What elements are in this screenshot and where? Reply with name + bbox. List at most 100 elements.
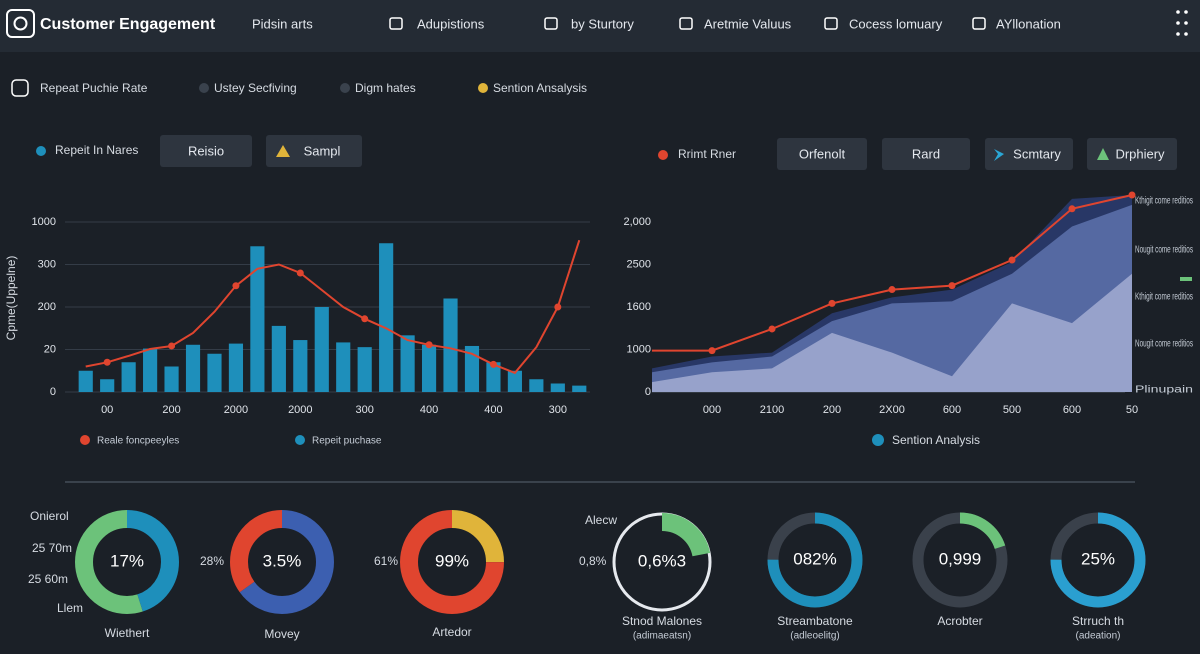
donut-segment	[400, 510, 504, 614]
y-tick-label: 20	[44, 343, 56, 355]
bar	[207, 353, 222, 392]
nav-item[interactable]: Aretmie Valuus	[704, 16, 792, 31]
button[interactable]	[160, 135, 252, 167]
donut-center: 0,999	[939, 549, 982, 568]
nav-item[interactable]: Adupistions	[417, 16, 485, 31]
line-point	[888, 286, 896, 294]
button-label[interactable]: Scmtary	[1013, 146, 1061, 161]
legend-dot	[80, 435, 90, 445]
indicator	[1180, 277, 1192, 281]
legend-dot	[36, 146, 46, 156]
x-tick-label: 600	[943, 404, 961, 416]
filter-label[interactable]: Digm hates	[355, 81, 416, 95]
bar	[143, 348, 158, 392]
y-tick-label: 2,000	[623, 216, 651, 228]
filter-checkbox[interactable]	[11, 79, 29, 97]
donut-segment	[767, 512, 863, 608]
bar	[464, 345, 480, 392]
logo-circle	[13, 16, 28, 31]
x-tick-label: 00	[101, 404, 113, 416]
button-label[interactable]: Sampl	[304, 143, 341, 158]
donut-segment	[230, 510, 334, 614]
donut-segment	[912, 512, 1008, 608]
nav-item[interactable]: Cocess lomuary	[849, 16, 943, 31]
line-point	[489, 360, 497, 368]
nav-item[interactable]: by Sturtory	[571, 16, 634, 31]
bar	[250, 246, 265, 392]
donut-side-label: Onierol	[30, 509, 69, 523]
line-series	[85, 239, 581, 375]
kebab-menu[interactable]	[1176, 10, 1188, 36]
x-tick-label: 2000	[288, 404, 312, 416]
nav-icon	[972, 17, 986, 30]
bar	[78, 370, 93, 392]
button-label[interactable]: Rard	[912, 146, 940, 161]
donut-subtitle: (adleoelitg)	[790, 631, 839, 642]
legend-dot	[872, 434, 884, 446]
x-tick-label: 400	[484, 404, 502, 416]
donut-side-label: Llem	[57, 601, 83, 615]
donut-segment	[1050, 512, 1146, 608]
y-tick-label: 0	[645, 386, 651, 398]
bar	[100, 379, 115, 392]
donut-side-label: Alecw	[585, 513, 617, 527]
legend-dot	[295, 435, 305, 445]
line-point	[361, 315, 369, 323]
button-label[interactable]: Orfenolt	[799, 146, 846, 161]
bar	[550, 383, 565, 392]
nav-item[interactable]: Pidsin arts	[252, 16, 313, 31]
button[interactable]	[882, 138, 970, 170]
donut-subtitle: (adeation)	[1075, 631, 1120, 642]
donut-title: Strruch th	[1072, 614, 1124, 628]
button-icon	[1097, 148, 1109, 160]
x-tick-label: 600	[1063, 404, 1081, 416]
x-tick-label: 2100	[760, 404, 784, 416]
filter-label[interactable]: Repeat Puchie Rate	[40, 81, 148, 95]
button[interactable]	[266, 135, 362, 167]
bar	[443, 298, 458, 392]
button-icon	[994, 149, 1004, 161]
bar	[314, 307, 329, 392]
annotation: Kthigit come reditios	[1135, 196, 1193, 207]
donut-center: 99%	[435, 551, 469, 570]
line-point	[1068, 205, 1076, 213]
y-tick-label: 1000	[32, 216, 56, 228]
bar	[336, 342, 351, 392]
filter-label[interactable]: Sention Ansalysis	[493, 81, 587, 95]
filter-dot[interactable]	[478, 83, 488, 93]
line-point	[768, 325, 776, 333]
filter-dot[interactable]	[340, 83, 350, 93]
x-tick-label: 2X00	[879, 404, 905, 416]
bar	[507, 370, 522, 392]
y-tick-label: 300	[38, 258, 56, 270]
donut-title: Acrobter	[937, 614, 982, 628]
button[interactable]	[777, 138, 867, 170]
donut-title: Artedor	[432, 625, 471, 639]
bar	[486, 362, 501, 392]
annotation: Nougit come reditios	[1135, 339, 1193, 350]
donut-center: 0,6%3	[638, 551, 686, 570]
button[interactable]	[1087, 138, 1177, 170]
y-tick-label: 1600	[627, 301, 651, 313]
filter-label[interactable]: Ustey Secfiving	[214, 81, 297, 95]
button[interactable]	[985, 138, 1073, 170]
y-tick-label: 2500	[627, 258, 651, 270]
bar	[185, 344, 201, 392]
button-icon	[276, 145, 290, 157]
button-label[interactable]: Drphiery	[1115, 146, 1165, 161]
legend-dot	[658, 150, 668, 160]
donut-center: 25%	[1081, 549, 1115, 568]
y-tick-label: 200	[38, 301, 56, 313]
legend-label: Rrimt Rner	[678, 147, 736, 161]
x-tick-label: 300	[356, 404, 374, 416]
button-label[interactable]: Reisio	[188, 143, 224, 158]
bar	[271, 325, 286, 392]
nav-item[interactable]: AYllonation	[996, 16, 1061, 31]
nav-icon	[679, 17, 693, 30]
bar	[357, 347, 372, 392]
y-tick-label: 0	[50, 386, 56, 398]
filter-dot[interactable]	[199, 83, 209, 93]
donut-center: 082%	[793, 549, 836, 568]
x-tick-label: 50	[1126, 404, 1138, 416]
